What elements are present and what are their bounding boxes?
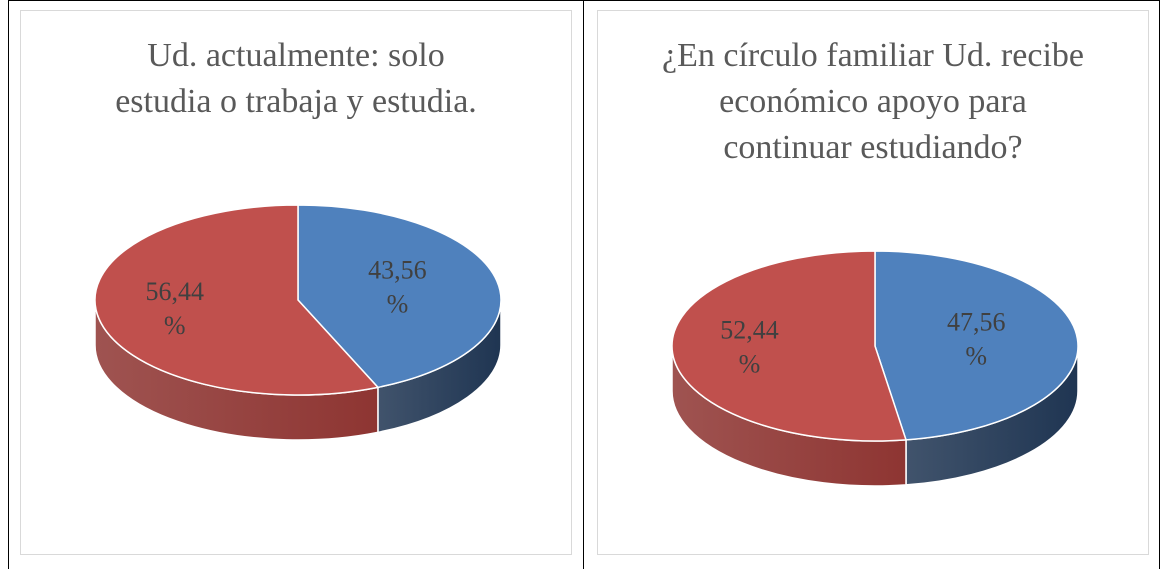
- pie-slice: [874, 250, 1079, 441]
- data-label-line: %: [739, 350, 761, 379]
- data-label: 47,56%: [947, 307, 1006, 370]
- divider: [583, 0, 584, 569]
- data-label-line: 43,56: [368, 255, 427, 284]
- chart: 47,56 %52,44%: [671, 250, 1079, 487]
- frame: [8, 0, 1160, 569]
- data-label-line: 52,44: [720, 316, 779, 345]
- data-label: 52,44%: [720, 316, 779, 379]
- data-label-line: %: [164, 311, 186, 340]
- data-label-line: %: [387, 289, 409, 318]
- chart-title: Ud. actualmente: solo estudia o trabaja …: [115, 37, 477, 120]
- data-label-line: 47,56: [947, 307, 1006, 336]
- chart: 43,56 %56,44%: [94, 204, 502, 441]
- data-label: 43,56%: [368, 255, 427, 318]
- data-label: 56,44%: [145, 277, 204, 340]
- pie-slice: [94, 204, 380, 396]
- chart-box: Ud. actualmente: solo estudia o trabaja …: [20, 10, 572, 555]
- pie-slice: [297, 204, 502, 389]
- chart-box: ¿En círculo familiar Ud. recibe económic…: [597, 10, 1149, 555]
- data-label-line: 56,44: [145, 277, 204, 306]
- chart-title: ¿En círculo familiar Ud. recibe económic…: [662, 37, 1084, 166]
- pie-slice: [671, 250, 908, 442]
- data-label-line: %: [965, 341, 987, 370]
